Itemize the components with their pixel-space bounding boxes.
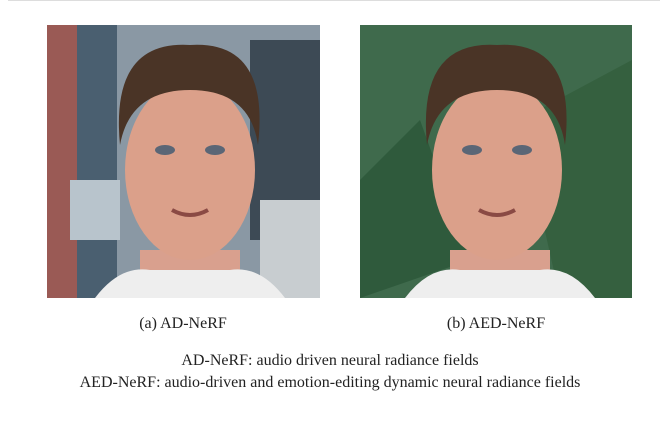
figure-images bbox=[0, 0, 660, 310]
caption-line: AED-NeRF: audio-driven and emotion-editi… bbox=[0, 374, 660, 392]
figure: (a) AD-NeRF (b) AED-NeRF AD-NeRF: audio … bbox=[0, 0, 660, 422]
image-ad-nerf bbox=[47, 25, 320, 298]
caption-line: AD-NeRF: audio driven neural radiance fi… bbox=[0, 352, 660, 370]
panel-label: (a) AD-NeRF bbox=[33, 315, 333, 333]
image-aed-nerf bbox=[360, 25, 632, 298]
panel-label: (b) AED-NeRF bbox=[346, 315, 646, 333]
